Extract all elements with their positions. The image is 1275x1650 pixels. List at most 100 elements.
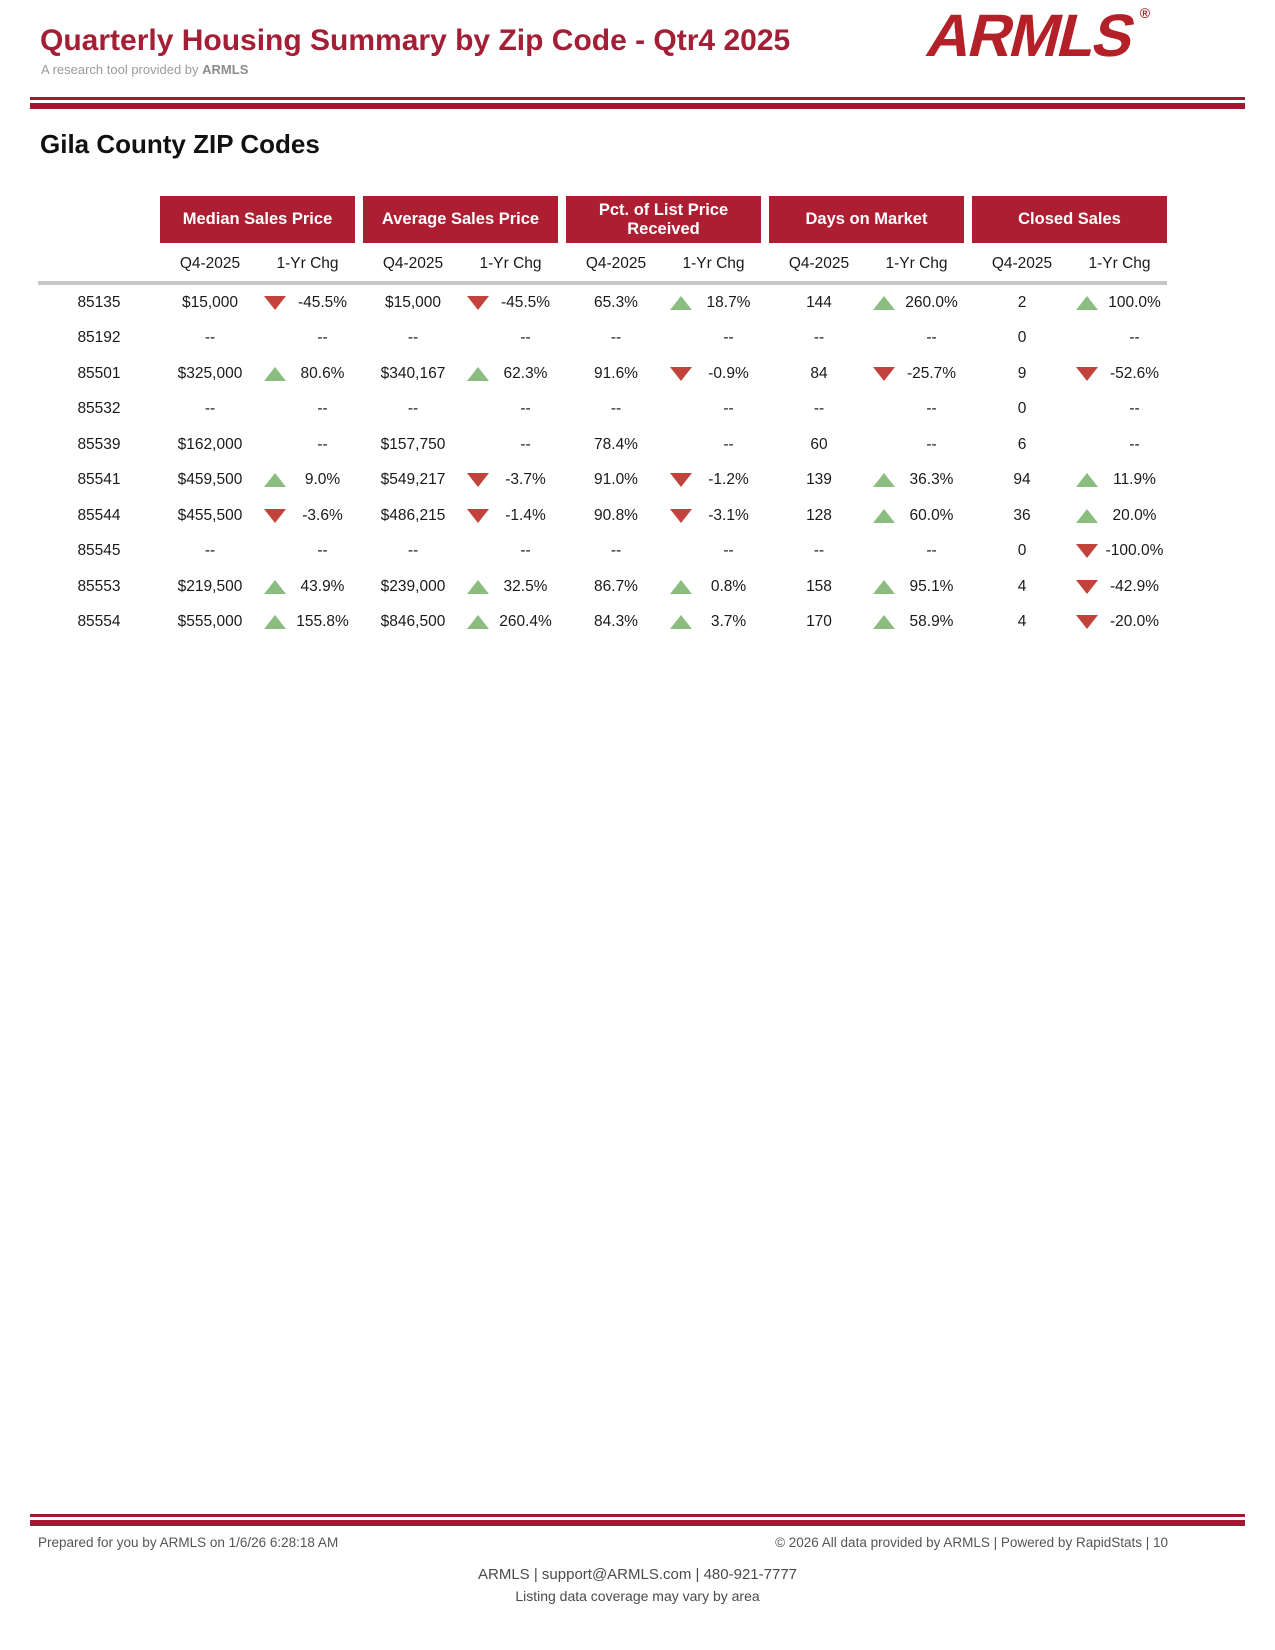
metric-value-cell: 144 [806,293,832,311]
metric-value-cell: 90.8% [594,506,638,524]
metric-change-cell: -- [723,435,734,453]
metric-group-cell: 60 -- [769,436,964,454]
metric-value-cell: $157,750 [380,435,446,453]
metric-value-cell: -- [204,329,216,347]
zip-header-spacer [38,196,160,243]
metric-group-cell: -- -- [363,400,558,418]
up-arrow-icon [264,473,286,488]
trend-indicator-cell [1072,473,1102,488]
metric-value-cell: 65.3% [594,293,638,311]
metric-change-cell: -1.4% [505,506,546,524]
group-header-cell-4: Closed Sales [972,196,1167,243]
metric-group-cell: 84 -25.7% [769,365,964,383]
metric-group-cell: 84.3% 3.7% [566,613,761,631]
metric-group-cell: 90.8% -3.1% [566,507,761,525]
metric-value-cell: $15,000 [181,293,239,311]
metric-group-cell: -- -- [160,329,355,347]
metric-group-cell: 170 58.9% [769,613,964,631]
down-arrow-icon [873,366,895,381]
up-arrow-icon [467,366,489,381]
metric-value-cell: 91.0% [594,471,638,489]
group-header-label: Average Sales Price [363,196,558,243]
report-header: Quarterly Housing Summary by Zip Code - … [0,0,1275,97]
metric-change-cell: 260.4% [499,613,552,631]
metric-change-cell: 60.0% [909,506,954,524]
up-arrow-icon [873,508,895,523]
metric-value-cell: 4 [1017,577,1027,595]
metric-group-cell: 139 36.3% [769,471,964,489]
metric-group-cell: 128 60.0% [769,507,964,525]
metric-group-cell: -- -- [566,542,761,560]
section-title: Gila County ZIP Codes [40,129,320,159]
metric-value-cell: 170 [806,613,832,631]
metric-group-cell: -- -- [363,329,558,347]
trend-indicator-cell [666,508,696,523]
zip-code-cell: 85501 [77,364,121,382]
trend-indicator-cell [666,295,696,310]
down-arrow-icon [670,473,692,488]
sub-header-change: 1-Yr Chg [885,255,948,272]
up-arrow-icon [264,579,286,594]
metric-change-cell: 100.0% [1108,293,1161,311]
group-header-cell-3: Days on Market [769,196,964,243]
metric-value-cell: -- [407,542,419,560]
metric-group-cell: 4 -42.9% [972,578,1167,596]
metric-value-cell: 91.6% [594,364,638,382]
report-footer: Prepared for you by ARMLS on 1/6/26 6:28… [0,1514,1275,1650]
zip-code-cell: 85553 [77,577,121,595]
metric-value-cell: $846,500 [380,613,446,631]
metric-value-cell: 94 [1013,471,1031,489]
down-arrow-icon [467,473,489,488]
up-arrow-icon [467,579,489,594]
metric-value-cell: 36 [1013,506,1031,524]
metric-group-cell: 78.4% -- [566,436,761,454]
metric-value-cell: 84 [810,364,828,382]
metric-group-cell: 4 -20.0% [972,613,1167,631]
sub-header-group-1: Q4-2025 1-Yr Chg [363,255,558,273]
metric-change-cell: -- [926,542,937,560]
down-arrow-icon [264,508,286,523]
metric-group-cell: -- -- [566,329,761,347]
metric-change-cell: -45.5% [297,293,348,311]
zip-code-cell: 85541 [77,471,121,489]
up-arrow-icon [670,579,692,594]
up-arrow-icon [670,615,692,630]
metric-group-cell: 86.7% 0.8% [566,578,761,596]
up-arrow-icon [670,295,692,310]
sub-header-row: Q4-2025 1-Yr Chg Q4-2025 1-Yr Chg Q4-2025 1-Y… [38,253,1167,275]
metric-value-cell: 6 [1017,435,1027,453]
trend-indicator-cell [1072,366,1102,381]
metric-change-cell: -45.5% [500,293,551,311]
metric-group-cell: $846,500 260.4% [363,613,558,631]
metric-value-cell: 84.3% [594,613,638,631]
metric-change-cell: 18.7% [706,293,751,311]
zip-code-cell: 85545 [77,542,121,560]
metric-change-cell: 20.0% [1112,506,1157,524]
metric-value-cell: $549,217 [380,471,446,489]
trend-indicator-cell [666,579,696,594]
trend-indicator-cell [463,473,493,488]
metric-group-cell: 9 -52.6% [972,365,1167,383]
metric-change-cell: 36.3% [909,471,954,489]
zip-summary-table: Median Sales Price Average Sales Price Pct… [38,196,1167,640]
up-arrow-icon [873,579,895,594]
trend-indicator-cell [260,295,290,310]
down-arrow-icon [1076,544,1098,559]
table-row: 85545 -- -- -- -- -- -- -- -- 0 -100.0% [38,534,1167,570]
zip-code-cell: 85135 [77,293,121,311]
metric-value-cell: -- [204,400,216,418]
metric-group-cell: $340,167 62.3% [363,365,558,383]
metric-value-cell: $459,500 [177,471,243,489]
down-arrow-icon [1076,615,1098,630]
metric-group-cell: -- -- [160,542,355,560]
metric-group-cell: -- -- [160,400,355,418]
metric-value-cell: -- [407,400,419,418]
metric-change-cell: -- [317,542,328,560]
table-row: 85554 $555,000 155.8% $846,500 260.4% 84.3% 3.… [38,605,1167,641]
sub-header-period: Q4-2025 [382,255,444,272]
metric-change-cell: 80.6% [300,364,345,382]
metric-group-cell: 91.6% -0.9% [566,365,761,383]
trend-indicator-cell [869,508,899,523]
metric-group-cell: $325,000 80.6% [160,365,355,383]
